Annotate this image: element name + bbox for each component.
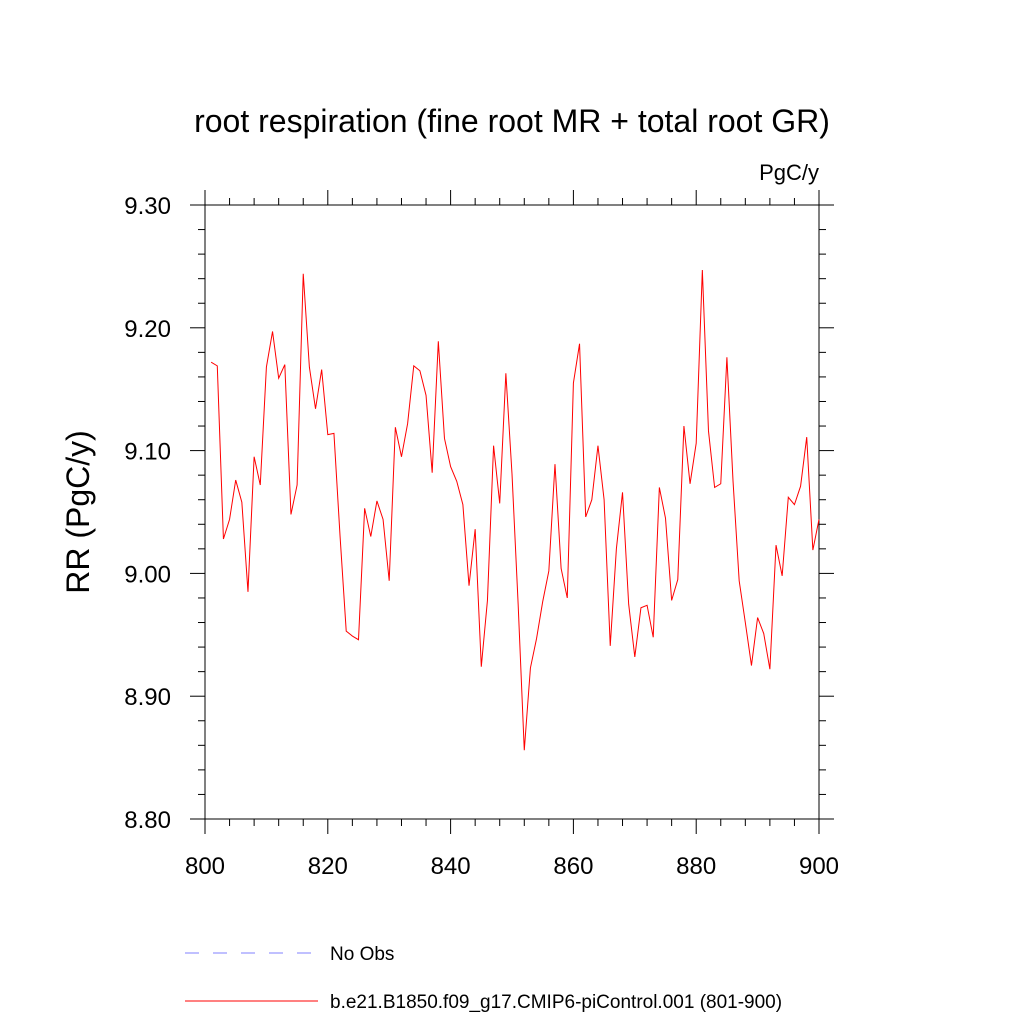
y-tick-label: 9.30 (124, 193, 171, 220)
y-tick-label: 8.80 (124, 807, 171, 834)
y-tick-label: 9.00 (124, 561, 171, 588)
y-tick-label: 9.20 (124, 316, 171, 343)
y-tick-label: 9.10 (124, 439, 171, 466)
legend-label-no-obs: No Obs (330, 944, 394, 965)
series-line (210, 270, 820, 751)
ticks (190, 190, 834, 834)
units-label: PgC/y (759, 160, 819, 185)
legend: No Obs b.e21.B1850.f09_g17.CMIP6-piContr… (185, 944, 782, 1013)
y-tick-label: 8.90 (124, 684, 171, 711)
y-axis-label: RR (PgC/y) (60, 430, 96, 594)
x-tick-label: 900 (799, 853, 839, 880)
chart-title: root respiration (fine root MR + total r… (194, 103, 830, 139)
x-tick-label: 820 (308, 853, 348, 880)
tick-labels: 800 820 840 860 880 900 8.80 8.90 9.00 9.10 9.20 9.… (124, 193, 839, 880)
series (210, 270, 820, 751)
axes (204, 204, 820, 820)
plot-frame (204, 204, 820, 820)
x-tick-label: 880 (676, 853, 716, 880)
x-tick-label: 860 (553, 853, 593, 880)
x-tick-label: 840 (431, 853, 471, 880)
x-tick-label: 800 (185, 853, 225, 880)
legend-label-control: b.e21.B1850.f09_g17.CMIP6-piControl.001 … (330, 992, 782, 1013)
